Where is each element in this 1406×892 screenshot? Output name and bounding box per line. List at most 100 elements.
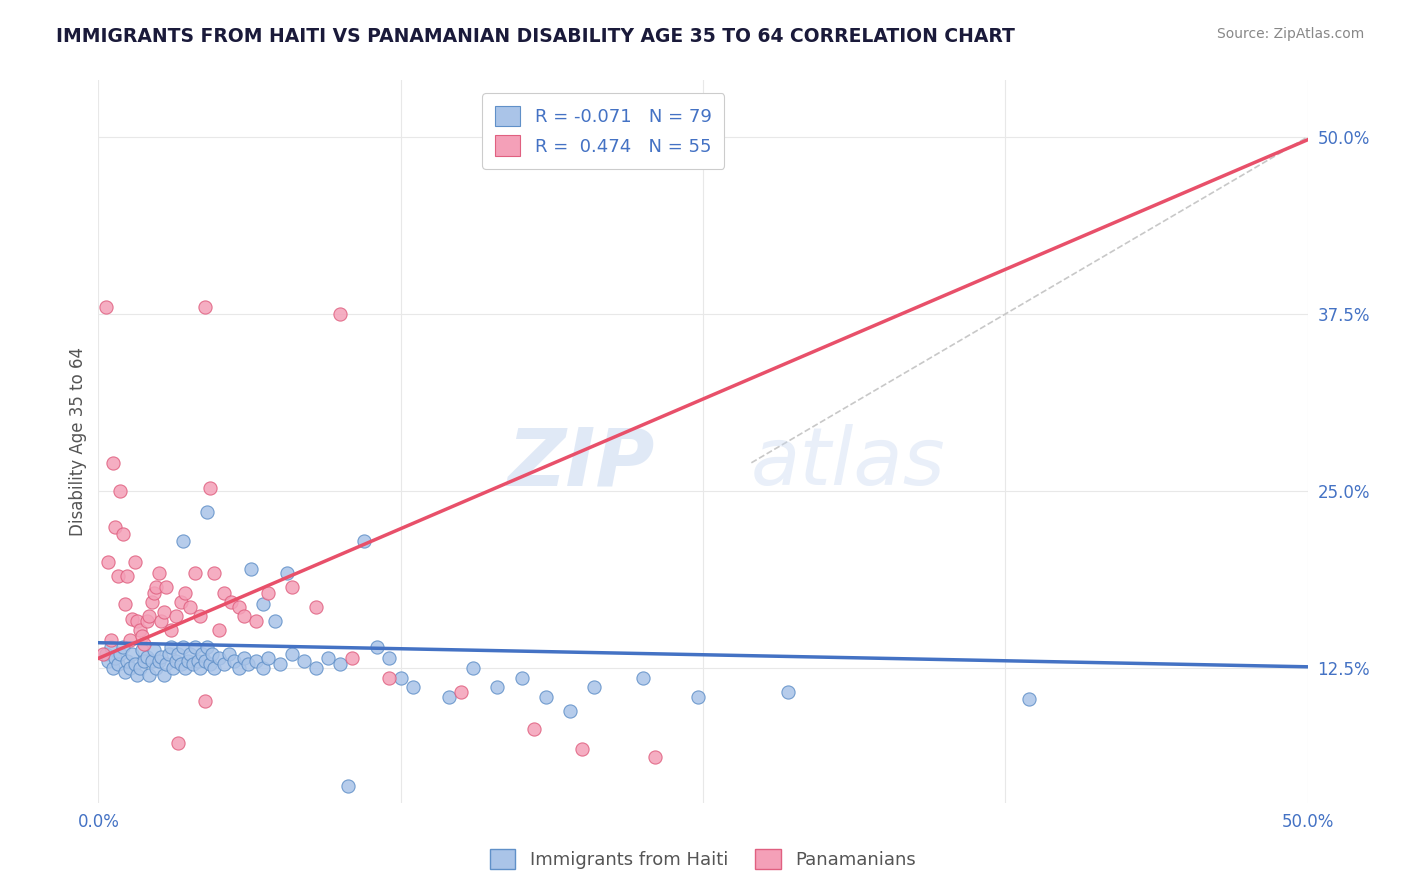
Point — [100, 640, 122, 654]
Point — [155, 581, 177, 595]
Point — [191, 647, 214, 661]
Point — [228, 600, 250, 615]
Point — [167, 647, 190, 661]
Point — [305, 661, 328, 675]
Point — [179, 600, 201, 615]
Text: IMMIGRANTS FROM HAITI VS PANAMANIAN DISABILITY AGE 35 TO 64 CORRELATION CHART: IMMIGRANTS FROM HAITI VS PANAMANIAN DISA… — [56, 27, 1015, 45]
Point — [316, 651, 339, 665]
Point — [169, 594, 191, 608]
Point — [256, 651, 278, 665]
Point — [389, 671, 412, 685]
Point — [194, 654, 217, 668]
Point — [179, 647, 201, 661]
Point — [150, 615, 173, 629]
Point — [107, 657, 129, 671]
Point — [437, 690, 460, 704]
Point — [366, 640, 388, 654]
Point — [342, 651, 364, 665]
Point — [160, 640, 183, 654]
Point — [558, 704, 581, 718]
Point — [329, 657, 352, 671]
Point — [221, 594, 243, 608]
Point — [135, 649, 157, 664]
Point — [143, 586, 166, 600]
Point — [181, 657, 204, 671]
Point — [188, 661, 211, 675]
Point — [131, 629, 153, 643]
Point — [201, 647, 224, 661]
Point — [97, 654, 120, 668]
Point — [165, 654, 187, 668]
Point — [121, 612, 143, 626]
Point — [252, 661, 274, 675]
Point — [108, 647, 131, 661]
Point — [114, 665, 136, 680]
Point — [336, 779, 359, 793]
Point — [104, 651, 127, 665]
Legend: R = -0.071   N = 79, R =  0.474   N = 55: R = -0.071 N = 79, R = 0.474 N = 55 — [482, 93, 724, 169]
Point — [177, 654, 200, 668]
Y-axis label: Disability Age 35 to 64: Disability Age 35 to 64 — [69, 347, 87, 536]
Point — [167, 736, 190, 750]
Point — [111, 640, 134, 654]
Point — [97, 555, 120, 569]
Point — [245, 654, 267, 668]
Point — [107, 569, 129, 583]
Point — [127, 668, 149, 682]
Point — [141, 654, 163, 668]
Point — [157, 647, 180, 661]
Point — [121, 647, 143, 661]
Point — [245, 615, 267, 629]
Point — [252, 598, 274, 612]
Point — [228, 661, 250, 675]
Point — [187, 654, 209, 668]
Point — [150, 649, 173, 664]
Point — [208, 623, 231, 637]
Point — [145, 661, 167, 675]
Point — [148, 654, 170, 668]
Point — [135, 615, 157, 629]
Point — [238, 657, 260, 671]
Point — [128, 623, 150, 637]
Point — [194, 300, 217, 314]
Point — [776, 685, 799, 699]
Point — [305, 600, 328, 615]
Point — [486, 680, 509, 694]
Point — [256, 586, 278, 600]
Point — [152, 668, 174, 682]
Point — [94, 647, 117, 661]
Point — [208, 651, 231, 665]
Point — [264, 615, 287, 629]
Point — [145, 581, 167, 595]
Point — [571, 742, 593, 756]
Point — [353, 533, 375, 548]
Point — [148, 566, 170, 581]
Point — [141, 594, 163, 608]
Point — [155, 657, 177, 671]
Point — [631, 671, 654, 685]
Point — [101, 456, 124, 470]
Point — [118, 632, 141, 647]
Point — [523, 722, 546, 736]
Point — [188, 608, 211, 623]
Point — [124, 657, 146, 671]
Point — [104, 519, 127, 533]
Point — [131, 642, 153, 657]
Point — [138, 608, 160, 623]
Point — [292, 654, 315, 668]
Legend: Immigrants from Haiti, Panamanians: Immigrants from Haiti, Panamanians — [481, 839, 925, 879]
Point — [195, 640, 218, 654]
Point — [114, 598, 136, 612]
Point — [94, 300, 117, 314]
Point — [534, 690, 557, 704]
Point — [184, 566, 207, 581]
Point — [281, 581, 304, 595]
Point — [108, 484, 131, 499]
Point — [128, 661, 150, 675]
Point — [117, 654, 139, 668]
Point — [160, 623, 183, 637]
Point — [184, 640, 207, 654]
Point — [402, 680, 425, 694]
Point — [212, 657, 235, 671]
Point — [212, 586, 235, 600]
